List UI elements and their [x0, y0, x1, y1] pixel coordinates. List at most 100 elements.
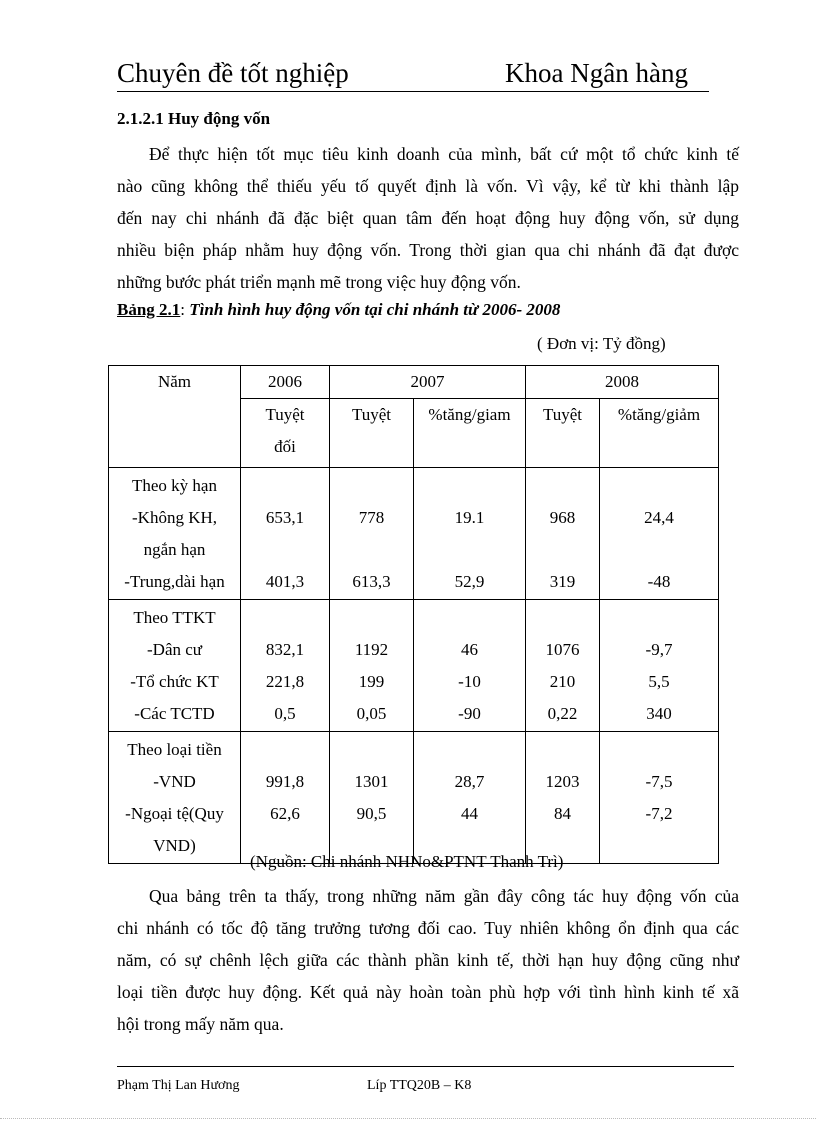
paragraph-line: Qua bảng trên ta thấy, trong những năm g…: [149, 886, 739, 906]
page-edge: [0, 1118, 816, 1119]
cell-line: 613,3: [352, 572, 391, 591]
cell-line: -Ngoại tệ(Quy: [125, 804, 224, 823]
cell-line: [330, 470, 413, 502]
paragraph-line: Để thực hiện tốt mục tiêu kinh doanh của…: [149, 144, 739, 164]
caption-label: Bảng 2.1: [117, 300, 181, 319]
cell-line: 319: [549, 572, 576, 591]
cell-line: [241, 734, 329, 766]
paragraph-intro: Để thực hiện tốt mục tiêu kinh doanh của…: [117, 138, 739, 298]
cell-line: 2006: [268, 372, 302, 391]
subheader-cell: %tăng/giảm: [599, 398, 719, 468]
row-label-cell: Theo loại tiền -VND -Ngoại tệ(Quy VND): [108, 731, 241, 864]
cell-line: 44: [461, 804, 478, 823]
value-cell: 1076 210 0,22: [525, 599, 600, 732]
cell-line: -10: [458, 672, 481, 691]
cell-line: [600, 470, 718, 502]
paragraph-line: hội trong mấy năm qua.: [117, 1014, 284, 1034]
cell-line: Theo kỳ hạn: [132, 476, 217, 495]
cell-line: -Trung,dài hạn: [124, 572, 225, 591]
cell-line: 1192: [354, 640, 389, 659]
cell-line: 90,5: [356, 804, 387, 823]
table-source: (Nguồn: Chi nhánh NHNo&PTNT Thanh Trì): [250, 852, 564, 871]
cell-line: [330, 602, 413, 634]
paragraph-line: đến nay chi nhánh đã đặc biệt quan tâm đ…: [117, 208, 739, 228]
cell-line: [600, 534, 718, 566]
cell-line: [600, 734, 718, 766]
paragraph-line: nào cũng không thể thiếu yếu tố quyết đị…: [117, 176, 739, 196]
cell-line: 199: [358, 672, 385, 691]
cell-line: 62,6: [270, 804, 300, 823]
cell-line: 24,4: [644, 508, 674, 527]
value-cell: 24,4 -48: [599, 467, 719, 600]
cell-line: -Các TCTD: [134, 704, 215, 723]
row-label-cell: Theo kỳ hạn -Không KH, ngắn hạn -Trung,dài …: [108, 467, 241, 600]
subheader-cell: Tuyệt đối: [240, 398, 330, 468]
cell-line: [526, 470, 599, 502]
cell-line: 1203: [545, 772, 580, 791]
value-cell: 778 613,3: [329, 467, 414, 600]
value-cell: -7,5 -7,2: [599, 731, 719, 864]
subheader-cell: Tuyệt: [329, 398, 414, 468]
cell-line: 5,5: [648, 672, 670, 691]
cell-line: 832,1: [265, 640, 305, 659]
cell-line: 2008: [605, 372, 639, 391]
cell-line: [600, 602, 718, 634]
cell-line: 210: [549, 672, 576, 691]
cell-line: [241, 470, 329, 502]
paragraph-line: năm, có sự chênh lệch giữa các thành phầ…: [117, 950, 739, 970]
value-cell: 1192 199 0,05: [329, 599, 414, 732]
header-department: Khoa Ngân hàng: [505, 58, 688, 88]
cell-line: 46: [461, 640, 478, 659]
value-cell: 1301 90,5: [329, 731, 414, 864]
cell-line: [414, 602, 525, 634]
cell-line: [526, 534, 599, 566]
cell-line: 991,8: [265, 772, 305, 791]
value-cell: 28,7 44: [413, 731, 526, 864]
header-rule: [117, 91, 709, 92]
cell-line: 653,1: [265, 508, 305, 527]
table-row: Theo TTKT -Dân cư -Tổ chức KT -Các TCTD 832,…: [108, 599, 719, 732]
cell-line: %tăng/giam: [428, 405, 511, 424]
paragraph-line: chi nhánh có tốc độ tăng trưởng tương đố…: [117, 918, 739, 938]
subheader-cell: Tuyệt: [525, 398, 600, 468]
cell-line: 778: [358, 508, 385, 527]
table-row: Theo loại tiền -VND -Ngoại tệ(Quy VND) 991,8…: [108, 731, 719, 864]
caption-title: Tình hình huy động vốn tại chi nhánh từ …: [189, 300, 561, 319]
cell-line: ngắn hạn: [143, 540, 206, 559]
cell-line: VND): [153, 836, 196, 855]
value-cell: 46 -10 -90: [413, 599, 526, 732]
header-2008: 2008: [525, 365, 719, 399]
paragraph-analysis: Qua bảng trên ta thấy, trong những năm g…: [117, 880, 739, 1040]
cell-line: Tuyệt: [265, 405, 305, 424]
cell-line: 0,5: [274, 704, 296, 723]
cell-line: 28,7: [454, 772, 485, 791]
value-cell: 653,1 401,3: [240, 467, 330, 600]
header-title: Chuyên đề tốt nghiệp: [117, 58, 349, 88]
cell-line: 52,9: [454, 572, 485, 591]
cell-line: 0,05: [356, 704, 387, 723]
table-unit: ( Đơn vị: Tỷ đồng): [537, 334, 666, 353]
cell-line: -7,5: [645, 772, 673, 791]
table-row: Theo kỳ hạn -Không KH, ngắn hạn -Trung,dài …: [108, 467, 719, 600]
cell-line: 968: [549, 508, 576, 527]
row-label-cell: Theo TTKT -Dân cư -Tổ chức KT -Các TCTD: [108, 599, 241, 732]
cell-line: 84: [554, 804, 571, 823]
cell-line: [330, 734, 413, 766]
cell-line: Năm: [157, 372, 192, 391]
value-cell: -9,7 5,5 340: [599, 599, 719, 732]
cell-line: đối: [274, 437, 296, 456]
cell-line: 1301: [354, 772, 389, 791]
cell-line: -7,2: [645, 804, 673, 823]
cell-line: -48: [647, 572, 671, 591]
cell-line: 0,22: [547, 704, 578, 723]
cell-line: 2007: [410, 372, 445, 391]
cell-line: 19.1: [454, 508, 485, 527]
cell-line: Theo loại tiền: [127, 740, 222, 759]
cell-line: -9,7: [645, 640, 673, 659]
cell-line: [526, 734, 599, 766]
cell-line: Tuyệt: [351, 405, 392, 424]
cell-line: [414, 470, 525, 502]
cell-line: -Không KH,: [132, 508, 217, 527]
cell-line: [414, 734, 525, 766]
